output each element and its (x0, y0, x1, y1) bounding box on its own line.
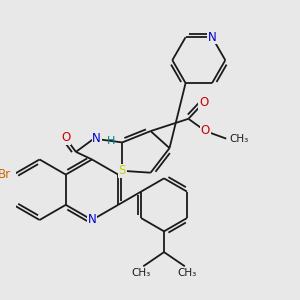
Text: O: O (201, 124, 210, 136)
Text: N: N (88, 214, 96, 226)
Text: O: O (199, 96, 208, 109)
Text: H: H (107, 136, 116, 146)
Text: CH₃: CH₃ (132, 268, 151, 278)
Text: N: N (208, 31, 216, 44)
Text: N: N (92, 132, 101, 145)
Text: Br: Br (0, 168, 11, 181)
Text: S: S (118, 164, 126, 177)
Text: CH₃: CH₃ (229, 134, 248, 144)
Text: O: O (61, 131, 70, 144)
Text: CH₃: CH₃ (177, 268, 197, 278)
